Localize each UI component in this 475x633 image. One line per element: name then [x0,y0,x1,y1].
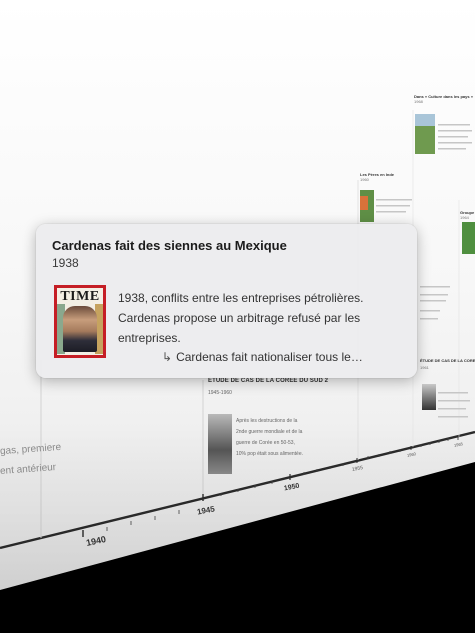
popup-more-link[interactable]: ↳ Cardenas fait nationaliser tous le… [162,350,363,364]
event-thumbnail [462,222,475,254]
axis-line [0,430,475,550]
popup-body-text: 1938, conflits entre les entreprises pét… [118,291,364,345]
event-card-inde[interactable]: Les Pères en Inde 1960 [360,172,394,182]
event-title: ÉTUDE DE CAS DE LA COREE DU SUD 3 [420,358,475,363]
event-thumbnail-map [360,196,368,210]
event-year: 1964 [460,215,469,220]
return-arrow-icon: ↳ [162,350,173,364]
popup-title: Cardenas fait des siennes au Mexique [52,238,287,253]
event-description: Après les destructions de la 2nde guerre… [236,418,303,457]
event-card-coree-2[interactable]: ÉTUDE DE CAS DE LA COREE DU SUD 2 1945-1… [208,378,358,474]
event-year: 1968 [414,99,423,104]
minor-ticks [106,438,449,531]
event-photo [422,384,436,410]
event-year: 1945-1960 [208,390,232,396]
event-year: 1960 [360,177,369,182]
event-card-groupe[interactable]: Groupe des 1964 [460,210,475,220]
distant-text-lines [376,124,472,418]
event-title: Dans « Culture dans les pays » [414,94,473,99]
event-year: 1961 [420,365,429,370]
event-popup[interactable]: Cardenas fait des siennes au Mexique 193… [36,224,417,378]
event-photo [208,414,232,474]
time-magazine-cover-image: TIME [54,285,106,358]
event-title: ÉTUDE DE CAS DE LA COREE DU SUD 2 [208,378,329,384]
portrait-image [63,306,97,352]
event-title: Les Pères en Inde [360,172,395,177]
event-title: Groupe des [460,210,475,215]
event-card-coree-3[interactable]: ÉTUDE DE CAS DE LA COREE DU SUD 3 1961 [420,358,475,410]
cover-masthead: TIME [60,289,100,304]
popup-more-link-text: Cardenas fait nationaliser tous le… [176,350,363,364]
popup-year: 1938 [52,256,79,270]
event-card-culture[interactable]: Dans « Culture dans les pays » 1968 [414,94,473,104]
event-thumbnail-sky [415,114,435,126]
